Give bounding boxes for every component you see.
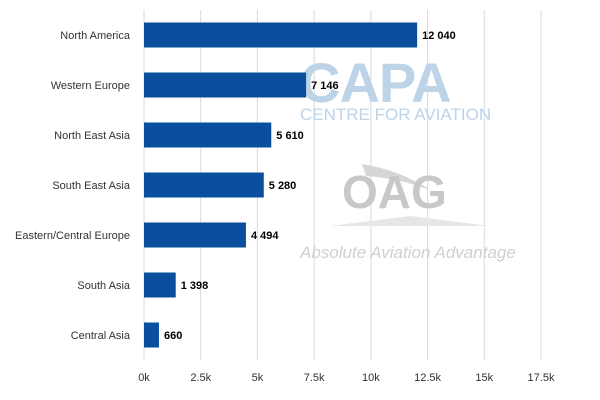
category-label: South Asia <box>77 280 130 292</box>
watermark-logos: CAPA CENTRE FOR AVIATION OAG Absolute Av… <box>299 51 516 262</box>
oag-watermark-subtitle: Absolute Aviation Advantage <box>299 243 516 262</box>
data-label: 4 494 <box>251 230 279 242</box>
data-label: 7 146 <box>311 80 339 92</box>
capa-watermark-subtitle: CENTRE FOR AVIATION <box>300 105 491 124</box>
data-label: 5 610 <box>276 130 304 142</box>
category-label: North East Asia <box>54 130 131 142</box>
x-tick-label: 0k <box>138 372 150 384</box>
bar <box>144 222 246 248</box>
oag-wing-icon <box>330 216 490 226</box>
bar <box>144 22 418 48</box>
category-label: Central Asia <box>71 330 131 342</box>
bars <box>144 22 418 348</box>
bar <box>144 122 272 148</box>
category-labels: North America Western Europe North East As… <box>15 30 131 342</box>
oag-swoosh-icon <box>362 164 430 190</box>
x-tick-label: 15k <box>475 372 493 384</box>
bar <box>144 322 159 348</box>
x-tick-label: 2.5k <box>190 372 211 384</box>
data-label: 1 398 <box>181 280 209 292</box>
x-tick-label: 5k <box>252 372 264 384</box>
data-label: 660 <box>164 330 182 342</box>
bar <box>144 72 307 98</box>
x-tick-label: 7.5k <box>304 372 325 384</box>
data-label: 12 040 <box>422 30 456 42</box>
x-tick-label: 17.5k <box>528 372 555 384</box>
category-label: Western Europe <box>51 80 130 92</box>
data-labels: 12 040 7 146 5 610 5 280 4 494 1 398 660 <box>164 30 456 342</box>
category-label: North America <box>60 30 131 42</box>
x-axis-tick-labels: 0k 2.5k 5k 7.5k 10k 12.5k 15k 17.5k <box>138 372 555 384</box>
bar <box>144 172 264 198</box>
data-label: 5 280 <box>269 180 297 192</box>
x-tick-label: 12.5k <box>414 372 441 384</box>
category-label: Eastern/Central Europe <box>15 230 130 242</box>
category-label: South East Asia <box>52 180 131 192</box>
oag-watermark-title: OAG <box>342 166 447 218</box>
bar <box>144 272 176 298</box>
x-tick-label: 10k <box>362 372 380 384</box>
capa-watermark-title: CAPA <box>300 51 451 114</box>
